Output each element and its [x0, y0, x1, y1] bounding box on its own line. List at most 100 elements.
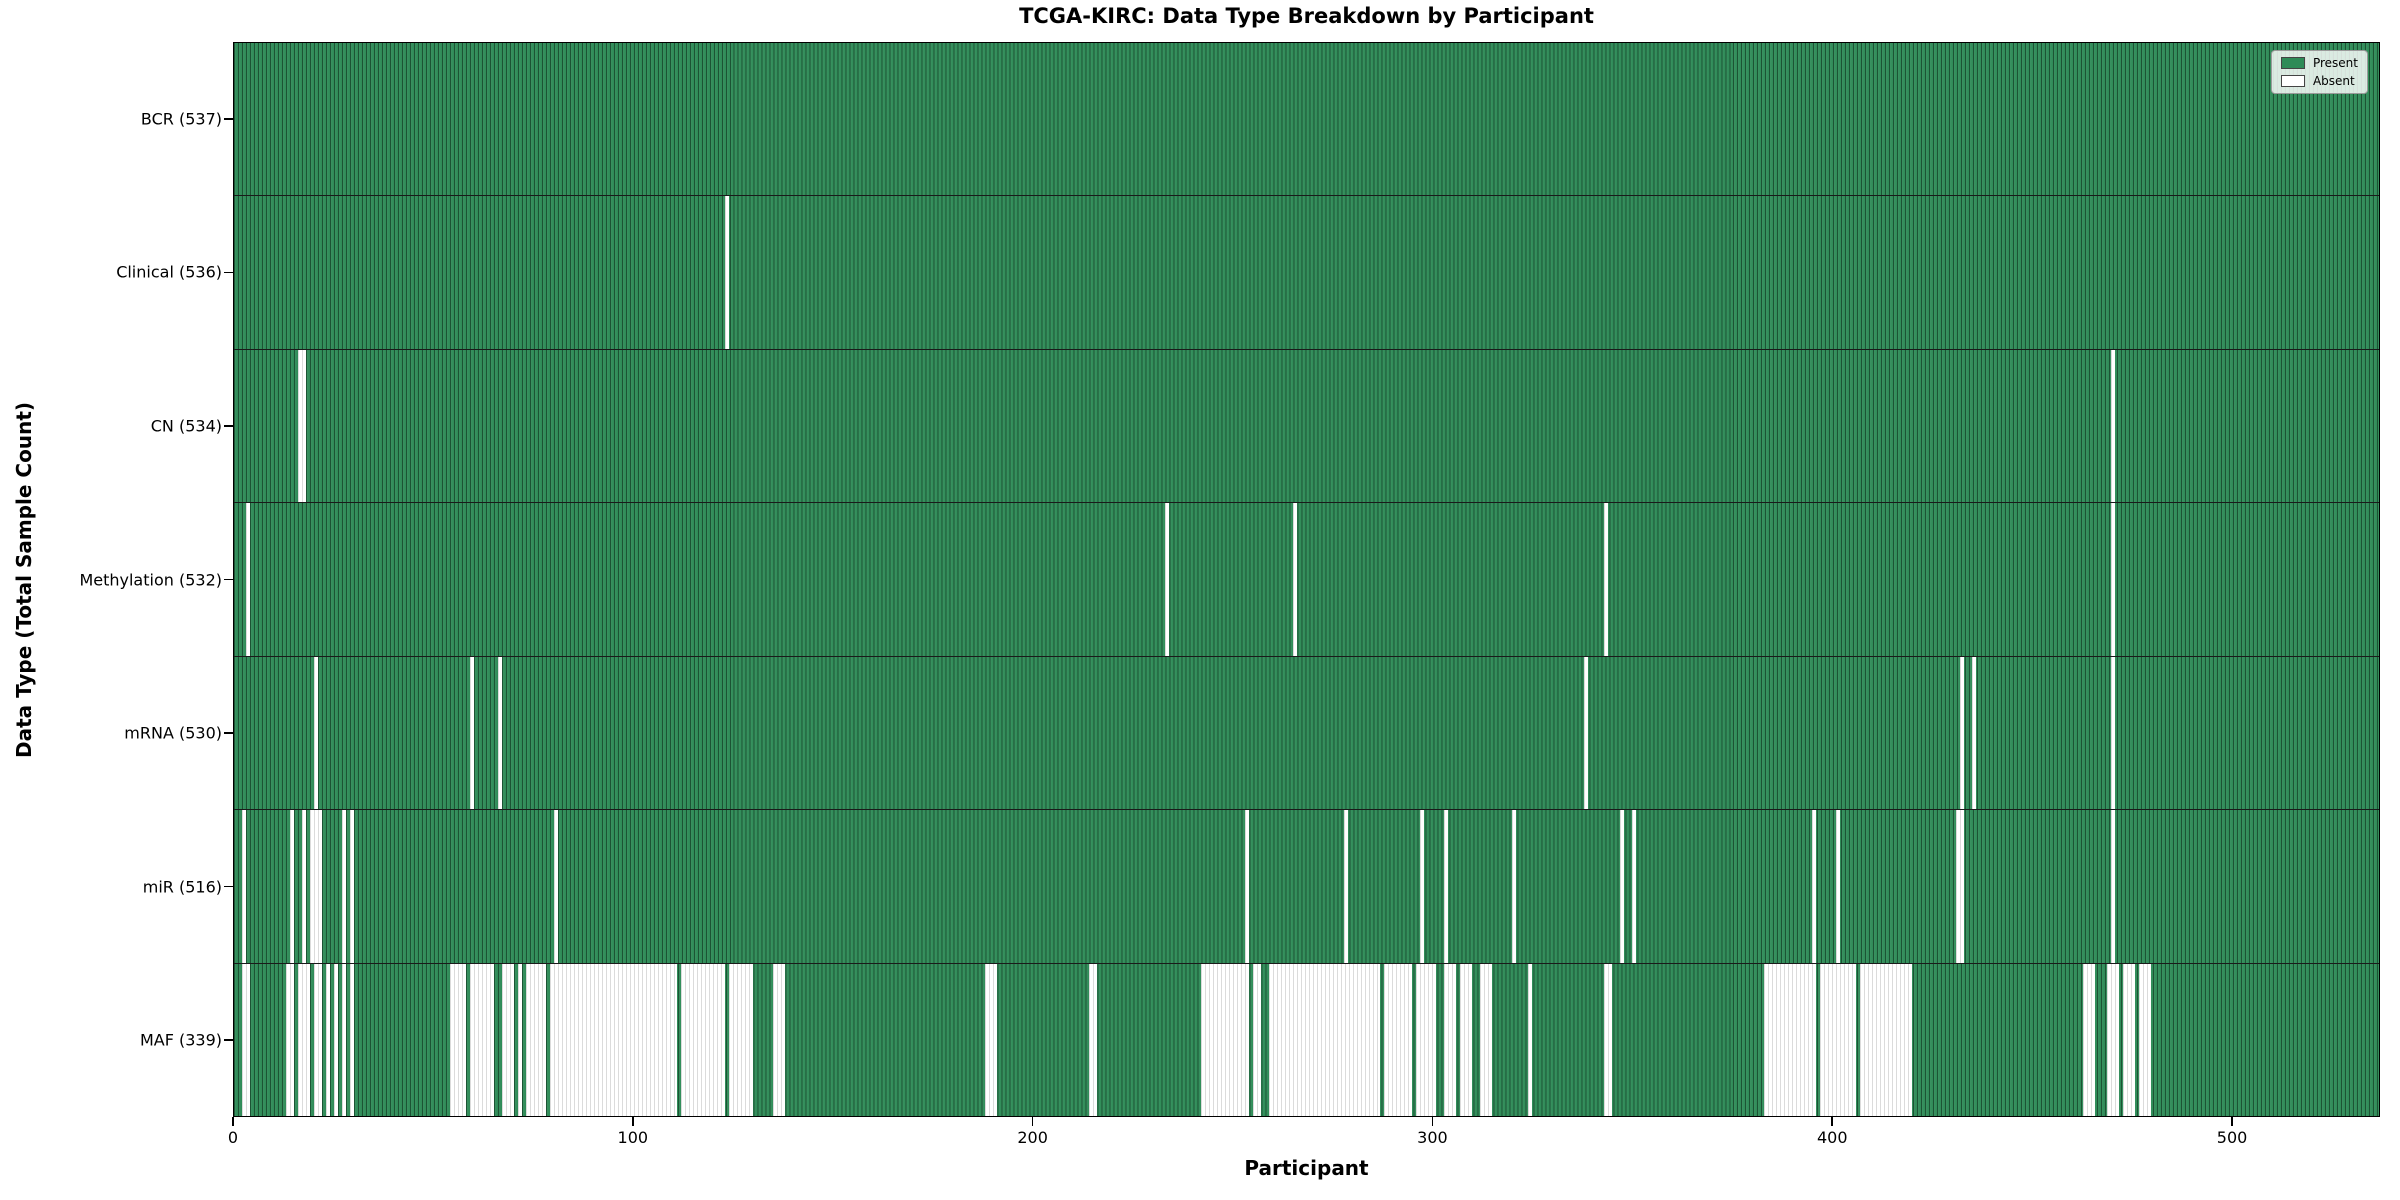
absent-stripe	[1528, 963, 1533, 1116]
y-axis-title: Data Type (Total Sample Count)	[12, 401, 36, 759]
absent-stripe	[241, 810, 246, 963]
absent-stripe	[1763, 963, 1816, 1116]
legend-entry-absent: Absent	[2280, 74, 2358, 88]
absent-stripe	[553, 810, 558, 963]
y-tick-mark	[224, 271, 233, 274]
y-tick-label: Clinical (536)	[116, 262, 222, 282]
absent-stripe	[333, 963, 338, 1116]
absent-stripe	[297, 963, 310, 1116]
absent-stripe	[313, 963, 322, 1116]
x-tick-label: 500	[2216, 1128, 2248, 1147]
x-tick-label: 0	[227, 1128, 239, 1147]
x-tick-mark	[1831, 1117, 1834, 1126]
absent-stripe	[1292, 503, 1297, 656]
absent-stripe	[1632, 810, 1637, 963]
plot-area	[233, 42, 2380, 1117]
absent-stripe	[2107, 963, 2120, 1116]
absent-stripe	[1200, 963, 1249, 1116]
absent-stripe	[1811, 810, 1816, 963]
absent-stripe	[289, 810, 294, 963]
x-axis-title: Participant	[1244, 1156, 1369, 1180]
absent-stripe	[517, 963, 522, 1116]
y-tick-mark	[224, 117, 233, 120]
absent-stripe	[1444, 963, 1457, 1116]
absent-stripe	[1620, 810, 1625, 963]
absent-stripe	[984, 963, 997, 1116]
x-tick-mark	[632, 1117, 634, 1126]
datatype-row-mrna	[234, 656, 2379, 811]
absent-stripe	[1604, 503, 1609, 656]
x-tick-label: 200	[1017, 1128, 1048, 1147]
y-tick-label: BCR (537)	[140, 109, 222, 129]
x-tick-label: 100	[617, 1128, 649, 1147]
absent-stripe	[681, 963, 726, 1116]
absent-stripe	[1835, 810, 1840, 963]
y-tick-label: mRNA (530)	[124, 723, 222, 743]
x-tick-mark	[2231, 1117, 2233, 1126]
absent-stripe	[469, 963, 494, 1116]
absent-stripe	[525, 963, 546, 1116]
y-tick-label: MAF (339)	[139, 1030, 222, 1050]
absent-stripe	[1859, 963, 1912, 1116]
absent-stripe	[313, 656, 318, 810]
absent-stripe	[2111, 656, 2116, 810]
legend-label-absent: Absent	[2312, 74, 2355, 88]
x-tick-mark	[1431, 1117, 1434, 1126]
absent-stripe	[2111, 349, 2116, 503]
absent-stripe	[2123, 963, 2136, 1116]
absent-stripe	[1480, 963, 1493, 1116]
x-tick-mark	[232, 1117, 234, 1126]
absent-stripe	[341, 810, 346, 963]
datatype-row-mir	[234, 810, 2379, 964]
absent-stripe	[285, 963, 294, 1116]
x-tick-label: 300	[1417, 1128, 1448, 1147]
absent-stripe	[341, 963, 346, 1116]
absent-stripe	[2083, 963, 2096, 1116]
chart-title: TCGA-KIRC: Data Type Breakdown by Partic…	[1019, 4, 1594, 28]
absent-stripe	[1164, 503, 1169, 656]
absent-stripe	[1244, 810, 1249, 963]
y-tick-mark	[224, 732, 233, 734]
absent-stripe	[1971, 656, 1976, 810]
absent-stripe	[497, 656, 502, 810]
absent-stripe	[241, 963, 250, 1116]
datatype-row-maf	[234, 963, 2379, 1116]
absent-stripe	[301, 810, 306, 963]
absent-stripe	[1444, 810, 1449, 963]
absent-stripe	[725, 196, 730, 349]
absent-stripe	[2111, 503, 2116, 656]
y-tick-mark	[224, 1039, 233, 1041]
absent-stripe	[1416, 963, 1437, 1116]
legend-entry-present: Present	[2280, 56, 2358, 70]
y-tick-mark	[224, 425, 233, 427]
absent-stripe	[549, 963, 678, 1116]
x-tick-mark	[1031, 1117, 1034, 1126]
absent-stripe	[469, 656, 474, 810]
absent-stripe	[349, 963, 354, 1116]
y-tick-label: miR (516)	[142, 877, 222, 897]
legend-label-present: Present	[2312, 56, 2358, 70]
y-tick-label: Methylation (532)	[79, 570, 222, 589]
absent-swatch-icon	[2280, 75, 2305, 87]
absent-stripe	[1460, 963, 1473, 1116]
absent-stripe	[1268, 963, 1381, 1116]
absent-stripe	[2139, 963, 2152, 1116]
absent-stripe	[1088, 963, 1097, 1116]
absent-stripe	[501, 963, 514, 1116]
absent-stripe	[1420, 810, 1425, 963]
y-tick-mark	[224, 578, 233, 581]
absent-stripe	[1384, 963, 1413, 1116]
absent-stripe	[729, 963, 754, 1116]
absent-stripe	[449, 963, 466, 1116]
absent-stripe	[1959, 656, 1964, 810]
absent-stripe	[325, 963, 330, 1116]
y-tick-mark	[224, 885, 233, 888]
absent-stripe	[309, 810, 322, 963]
present-swatch-icon	[2280, 57, 2305, 69]
absent-stripe	[1819, 963, 1856, 1116]
absent-stripe	[773, 963, 786, 1116]
absent-stripe	[1604, 963, 1613, 1116]
absent-stripe	[2111, 810, 2116, 963]
legend: Present Absent	[2270, 50, 2368, 94]
